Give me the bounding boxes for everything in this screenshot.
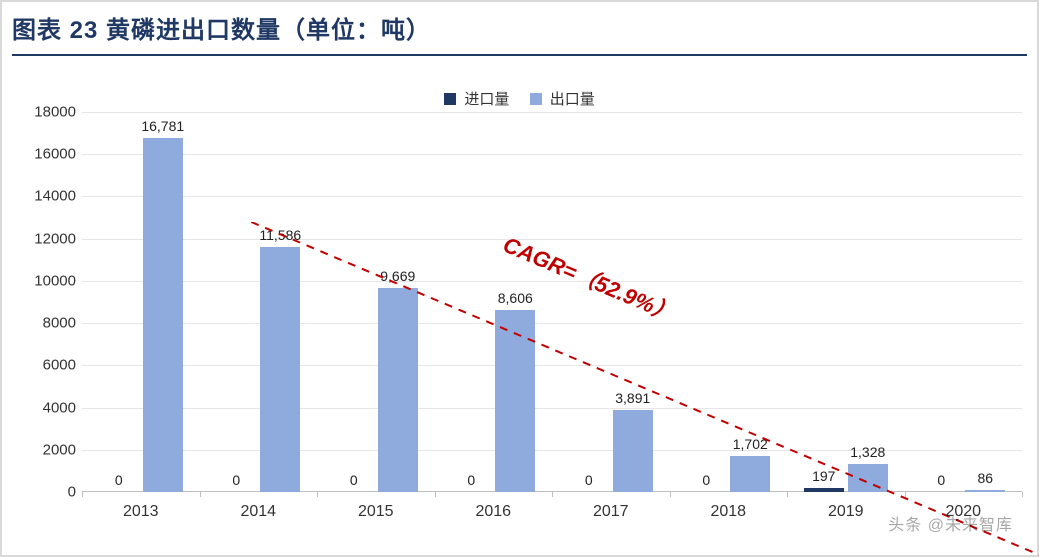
x-axis-labels: 20132014201520162017201820192020: [82, 497, 1022, 525]
x-tick-label: 2016: [475, 503, 511, 521]
legend-item-import: 进口量: [444, 88, 509, 109]
bar-value-label: 86: [977, 470, 993, 486]
bar-出口量: 11,586: [260, 247, 300, 492]
bar-value-label: 197: [812, 468, 835, 484]
y-tick-label: 6000: [20, 357, 76, 374]
y-tick-label: 12000: [20, 230, 76, 247]
plot-area: 0200040006000800010000120001400016000180…: [82, 112, 1022, 492]
bar-value-label: 0: [350, 472, 358, 488]
bar-value-label: 0: [115, 472, 123, 488]
y-tick-label: 4000: [20, 399, 76, 416]
gridline: [82, 323, 1022, 324]
chart-figure: 图表 23 黄磷进出口数量（单位：吨） 进口量 出口量 0 2000 4000 600…: [0, 0, 1039, 557]
gridline: [82, 408, 1022, 409]
y-tick-label: 2000: [20, 441, 76, 458]
gridline: [82, 281, 1022, 282]
title-rule: [12, 54, 1027, 56]
legend-label-import: 进口量: [464, 91, 509, 108]
y-tick-label: 14000: [20, 188, 76, 205]
bar-value-label: 3,891: [615, 390, 650, 406]
y-axis-labels: 0200040006000800010000120001400016000180…: [20, 112, 76, 492]
gridline: [82, 239, 1022, 240]
legend-swatch-export: [530, 93, 542, 105]
x-tick-label: 2014: [240, 503, 276, 521]
legend-swatch-import: [444, 93, 456, 105]
x-tick-label: 2019: [828, 503, 864, 521]
bar-value-label: 0: [585, 472, 593, 488]
bar-出口量: 8,606: [495, 310, 535, 492]
bar-出口量: 16,781: [143, 138, 183, 492]
gridline: [82, 154, 1022, 155]
legend-item-export: 出口量: [530, 88, 595, 109]
x-tick-label: 2018: [710, 503, 746, 521]
bar-value-label: 1,328: [850, 444, 885, 460]
bar-进口量: 197: [804, 488, 844, 492]
x-tick: [1022, 492, 1023, 497]
x-tick-label: 2015: [358, 503, 394, 521]
bar-出口量: 86: [965, 490, 1005, 492]
legend: 进口量 出口量: [2, 88, 1037, 109]
bar-出口量: 1,328: [848, 464, 888, 492]
title-region: 图表 23 黄磷进出口数量（单位：吨）: [12, 10, 1027, 60]
gridline: [82, 365, 1022, 366]
y-tick-label: 0: [20, 484, 76, 501]
bar-value-label: 0: [467, 472, 475, 488]
bar-value-label: 8,606: [498, 290, 533, 306]
bar-出口量: 3,891: [613, 410, 653, 492]
chart-title: 图表 23 黄磷进出口数量（单位：吨）: [12, 10, 1027, 45]
bar-value-label: 16,781: [141, 118, 184, 134]
y-tick-label: 10000: [20, 272, 76, 289]
bar-value-label: 1,702: [733, 436, 768, 452]
gridline: [82, 112, 1022, 113]
bar-value-label: 0: [702, 472, 710, 488]
x-tick-label: 2013: [123, 503, 159, 521]
bar-value-label: 11,586: [259, 227, 301, 243]
legend-label-export: 出口量: [550, 91, 595, 108]
bar-出口量: 1,702: [730, 456, 770, 492]
y-tick-label: 16000: [20, 146, 76, 163]
y-tick-label: 18000: [20, 104, 76, 121]
gridline: [82, 196, 1022, 197]
x-tick-label: 2017: [593, 503, 629, 521]
bar-value-label: 0: [232, 472, 240, 488]
bar-value-label: 0: [937, 472, 945, 488]
y-tick-label: 8000: [20, 315, 76, 332]
bar-出口量: 9,669: [378, 288, 418, 492]
bar-value-label: 9,669: [380, 268, 415, 284]
watermark: 头条 @未来智库: [888, 511, 1013, 535]
